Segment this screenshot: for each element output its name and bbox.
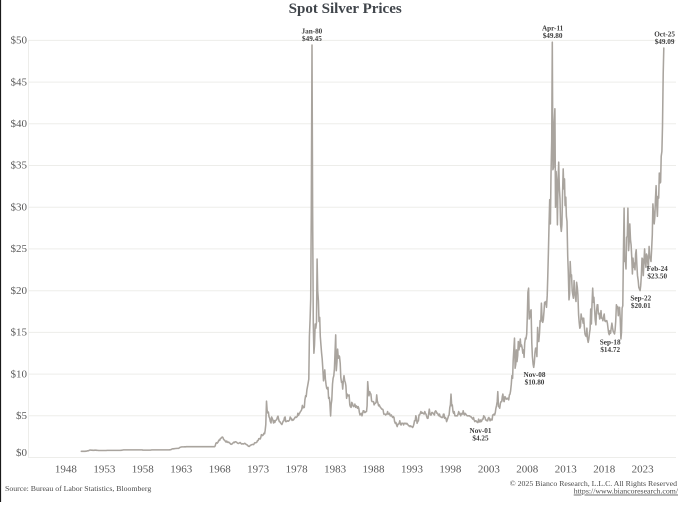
svg-text:Nov-08: Nov-08 <box>524 371 546 379</box>
svg-text:© 2025 Bianco Research, L.L.C.: © 2025 Bianco Research, L.L.C. All Right… <box>510 479 677 488</box>
svg-text:$10.80: $10.80 <box>525 379 545 387</box>
svg-text:2013: 2013 <box>555 464 578 476</box>
svg-text:Jan-80: Jan-80 <box>302 28 323 36</box>
svg-text:1963: 1963 <box>170 464 193 476</box>
svg-text:$10: $10 <box>11 368 28 380</box>
svg-text:Nov-01: Nov-01 <box>470 427 492 435</box>
svg-text:Sep-22: Sep-22 <box>630 295 651 303</box>
svg-text:1983: 1983 <box>324 464 347 476</box>
svg-text:https://www.biancoresearch.com: https://www.biancoresearch.com/ <box>574 487 679 496</box>
svg-text:2008: 2008 <box>516 464 539 476</box>
svg-text:$4.25: $4.25 <box>472 435 489 443</box>
svg-text:2018: 2018 <box>593 464 616 476</box>
svg-text:Spot Silver Prices: Spot Silver Prices <box>289 1 402 17</box>
svg-text:1958: 1958 <box>132 464 155 476</box>
svg-text:Apr-11: Apr-11 <box>542 25 564 33</box>
svg-text:1988: 1988 <box>363 464 386 476</box>
svg-text:Oct-25: Oct-25 <box>654 31 675 39</box>
svg-text:$49.45: $49.45 <box>302 35 322 43</box>
svg-text:1973: 1973 <box>247 464 270 476</box>
svg-text:Sep-18: Sep-18 <box>600 339 621 347</box>
svg-text:2003: 2003 <box>478 464 501 476</box>
svg-text:1948: 1948 <box>55 464 78 476</box>
svg-text:$35: $35 <box>11 160 28 172</box>
svg-text:1968: 1968 <box>209 464 232 476</box>
svg-text:$49.09: $49.09 <box>655 38 675 46</box>
svg-text:$50: $50 <box>11 35 28 47</box>
svg-text:$45: $45 <box>11 76 28 88</box>
svg-text:$5: $5 <box>16 410 28 422</box>
svg-text:$30: $30 <box>11 201 28 213</box>
svg-text:$14.72: $14.72 <box>600 346 620 354</box>
svg-text:Feb-24: Feb-24 <box>647 265 669 273</box>
svg-text:$20.01: $20.01 <box>631 302 651 310</box>
svg-text:$15: $15 <box>11 327 28 339</box>
svg-text:$20: $20 <box>11 285 28 297</box>
svg-text:Source: Bureau of Labor Statis: Source: Bureau of Labor Statistics, Bloo… <box>5 484 151 493</box>
svg-text:$0: $0 <box>16 447 28 459</box>
svg-text:1953: 1953 <box>93 464 116 476</box>
svg-text:$49.80: $49.80 <box>543 32 563 40</box>
svg-text:2023: 2023 <box>632 464 655 476</box>
svg-text:$23.50: $23.50 <box>647 273 667 281</box>
svg-text:1993: 1993 <box>401 464 424 476</box>
svg-text:1998: 1998 <box>439 464 462 476</box>
svg-text:$25: $25 <box>11 243 28 255</box>
svg-text:$40: $40 <box>11 118 28 130</box>
svg-text:1978: 1978 <box>286 464 309 476</box>
